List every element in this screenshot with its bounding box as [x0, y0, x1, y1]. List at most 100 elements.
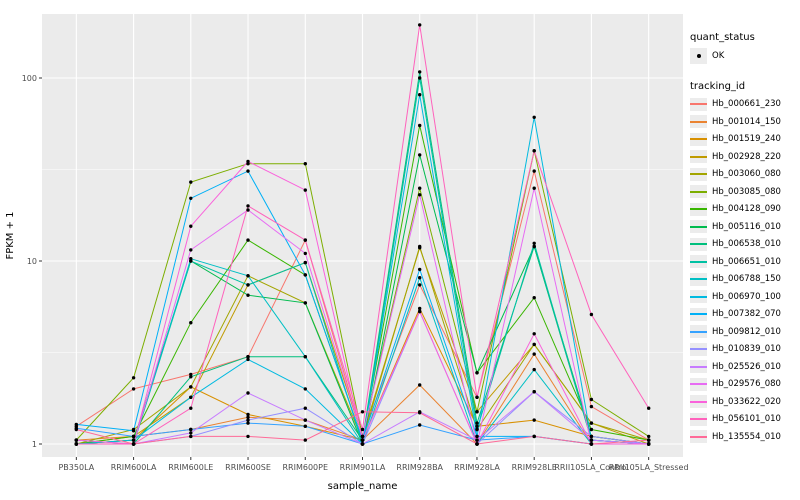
data-point: [303, 238, 307, 242]
legend-entry: Hb_056101_010: [690, 411, 798, 429]
data-point: [418, 276, 422, 280]
data-point: [303, 273, 307, 277]
data-point: [475, 438, 479, 442]
data-point: [246, 238, 250, 242]
legend-entry-label: Hb_001014_150: [712, 116, 781, 127]
legend-line-icon: [690, 225, 707, 228]
x-axis-title: sample_name: [328, 481, 398, 492]
legend-entry: Hb_033622_020: [690, 393, 798, 411]
legend-entry: Hb_010839_010: [690, 341, 798, 359]
legend-entry-label: Hb_004128_090: [712, 204, 781, 215]
legend-entry-label: Hb_029576_080: [712, 379, 781, 390]
legend-entry: Hb_029576_080: [690, 376, 798, 394]
data-point: [189, 395, 193, 399]
legend-entry-label: Hb_005116_010: [712, 221, 781, 232]
legend-line-icon: [690, 383, 707, 386]
data-point: [360, 434, 365, 439]
data-point: [246, 434, 250, 439]
data-point: [246, 415, 250, 419]
x-tick-label: RRIM600LE: [168, 463, 213, 472]
legend-key-box: [690, 255, 707, 269]
data-point: [418, 76, 422, 80]
legend-key-box: [690, 167, 707, 181]
data-point: [475, 434, 479, 439]
data-point: [189, 375, 193, 379]
legend-entry-label: Hb_007382_070: [712, 309, 781, 320]
data-point: [189, 431, 193, 435]
legend-line-icon: [690, 295, 707, 298]
legend-line-icon: [690, 208, 707, 211]
data-point: [246, 283, 250, 287]
data-point: [589, 404, 594, 409]
data-point: [189, 427, 193, 432]
data-point: [532, 241, 536, 245]
legend-entry-label: Hb_135554_010: [712, 431, 781, 442]
legend-entry: Hb_006651_010: [690, 253, 798, 271]
x-tick-label: RRIM928LA: [454, 463, 500, 472]
legend-line-icon: [690, 435, 707, 438]
legend-entry-label: Hb_001519_240: [712, 134, 781, 145]
data-point: [189, 248, 193, 252]
legend-entry-label: Hb_033622_020: [712, 396, 781, 407]
data-point: [303, 260, 307, 265]
data-point: [189, 224, 193, 228]
legend-entry: Hb_135554_010: [690, 428, 798, 446]
legend-entry-label: Hb_009812_010: [712, 326, 781, 337]
legend-entry: Hb_002928_220: [690, 148, 798, 166]
legend-key-box: [690, 115, 707, 129]
legend-line-icon: [690, 190, 707, 193]
data-point: [418, 70, 422, 74]
y-axis-title: FPKM + 1: [5, 211, 16, 259]
data-point: [360, 442, 365, 446]
data-point: [589, 434, 594, 439]
data-point: [246, 293, 250, 297]
legend-key-box: [690, 325, 707, 339]
data-point: [647, 406, 651, 410]
legend-entry-label: Hb_056101_010: [712, 414, 781, 425]
legend-key-box: [690, 202, 707, 216]
legend-line-icon: [690, 103, 707, 106]
x-tick-label: PB350LA: [58, 463, 94, 472]
data-point: [532, 367, 536, 372]
data-point: [589, 442, 594, 446]
legend-entry: Hb_004128_090: [690, 201, 798, 219]
data-point: [589, 421, 594, 425]
data-point: [303, 301, 307, 305]
data-point: [475, 421, 479, 425]
x-tick-label: RRIM901LA: [340, 463, 386, 472]
data-point: [131, 442, 136, 446]
x-tick-label: RRIM928BA: [396, 463, 443, 472]
legend-entry-label: Hb_010839_010: [712, 344, 781, 355]
legend-entry: Hb_006538_010: [690, 236, 798, 254]
data-point: [246, 418, 250, 422]
data-point: [589, 312, 594, 317]
data-point: [647, 438, 651, 442]
legend-key-box: [690, 150, 707, 164]
data-point: [131, 387, 136, 391]
data-point: [475, 410, 479, 414]
legend-line-icon: [690, 418, 707, 421]
legend-entry-quant-ok: OK: [690, 47, 798, 65]
data-point: [74, 427, 79, 432]
legend-entry: Hb_006970_100: [690, 288, 798, 306]
legend-entry: Hb_005116_010: [690, 218, 798, 236]
legend-entry-label: OK: [712, 50, 725, 61]
legend-key-box: [690, 272, 707, 286]
legend-key-box: [690, 220, 707, 234]
legend-key-box: [690, 307, 707, 321]
y-tick-label: 1: [32, 440, 37, 449]
legend-entry-label: Hb_025526_010: [712, 361, 781, 372]
legend-line-icon: [690, 348, 707, 351]
data-point: [475, 427, 479, 432]
legend-entry-label: Hb_003085_080: [712, 186, 781, 197]
legend-line-icon: [690, 365, 707, 368]
data-point: [532, 332, 536, 336]
data-point: [189, 385, 193, 389]
x-tick-label: RRIM928LE: [512, 463, 557, 472]
legend-key-box: [690, 412, 707, 426]
legend-line-icon: [690, 313, 707, 316]
data-point: [246, 274, 250, 278]
data-point: [418, 411, 422, 415]
